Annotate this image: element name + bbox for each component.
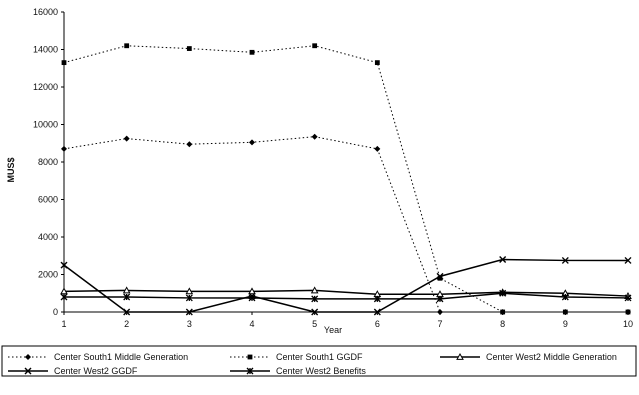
legend-item: Center West2 Benefits xyxy=(230,366,366,376)
x-tick-label: 6 xyxy=(375,319,380,329)
x-tick-label: 3 xyxy=(187,319,192,329)
x-tick-label: 5 xyxy=(312,319,317,329)
series-2 xyxy=(61,43,631,315)
legend-marker xyxy=(247,354,253,360)
y-tick-label: 10000 xyxy=(33,120,58,130)
data-point xyxy=(185,308,193,316)
data-point xyxy=(122,286,131,294)
data-point xyxy=(185,294,193,302)
legend-label: Center South1 GGDF xyxy=(276,352,363,362)
data-point xyxy=(312,43,318,49)
data-point xyxy=(436,272,444,280)
data-point xyxy=(499,256,507,263)
data-point xyxy=(437,309,443,315)
data-point xyxy=(249,49,255,55)
series-4 xyxy=(60,256,632,316)
data-point xyxy=(373,295,381,303)
y-tick-label: 16000 xyxy=(33,7,58,17)
x-tick-label: 7 xyxy=(437,319,442,329)
data-point xyxy=(499,289,507,297)
data-point xyxy=(123,135,130,142)
legend: Center South1 Middle Generation Center So… xyxy=(1,345,637,377)
data-point xyxy=(625,309,631,315)
data-point xyxy=(374,145,381,152)
data-point xyxy=(248,294,256,302)
legend-item: Center South1 GGDF xyxy=(230,352,363,362)
series-group xyxy=(60,43,632,316)
data-point xyxy=(186,141,193,148)
x-axis-label: Year xyxy=(324,325,342,335)
data-point xyxy=(60,293,68,301)
y-tick-label: 12000 xyxy=(33,82,58,92)
chart-axes xyxy=(61,11,629,315)
data-point xyxy=(60,287,68,295)
data-point xyxy=(61,145,67,152)
data-point xyxy=(311,308,319,316)
series-line xyxy=(63,289,629,297)
x-tick-label: 10 xyxy=(623,319,633,329)
legend-box xyxy=(1,345,637,377)
y-tick-label: 2000 xyxy=(38,270,58,280)
data-point xyxy=(310,286,319,294)
data-point xyxy=(248,287,256,295)
series-line xyxy=(63,136,628,313)
series-line xyxy=(63,258,628,313)
legend-item: Center West2 Middle Generation xyxy=(440,352,617,362)
data-point xyxy=(249,139,255,146)
series-line xyxy=(64,292,629,300)
legend-marker xyxy=(25,354,31,360)
data-point xyxy=(500,309,506,315)
data-point xyxy=(561,293,569,301)
x-tick-label: 1 xyxy=(61,319,66,329)
data-point xyxy=(624,294,632,302)
legend-item: Center West2 GGDF xyxy=(8,366,138,376)
data-point xyxy=(373,308,381,316)
series-5 xyxy=(60,289,632,303)
x-tick-label: 8 xyxy=(500,319,505,329)
y-tick-labels: 0 2000 4000 6000 8000 10000 12000 14000 16000 xyxy=(33,7,58,317)
legend-label: Center West2 Middle Generation xyxy=(486,352,617,362)
data-point xyxy=(186,46,192,51)
y-tick-label: 0 xyxy=(53,307,58,317)
data-point xyxy=(124,43,130,49)
x-tick-label: 4 xyxy=(249,319,254,329)
data-point xyxy=(123,293,131,301)
data-point xyxy=(374,60,380,66)
y-tick-label: 4000 xyxy=(38,232,58,242)
legend-marker xyxy=(24,367,32,375)
data-point xyxy=(185,287,194,295)
data-point xyxy=(311,133,318,140)
y-tick-label: 6000 xyxy=(38,195,58,205)
data-point xyxy=(61,60,67,66)
data-point xyxy=(436,295,444,303)
x-tick-label: 2 xyxy=(124,319,129,329)
legend-label: Center South1 Middle Generation xyxy=(54,352,188,362)
x-tick-label: 9 xyxy=(563,319,568,329)
y-axis-label: MUS$ xyxy=(6,157,16,182)
legend-label: Center West2 Benefits xyxy=(276,366,366,376)
y-tick-label: 14000 xyxy=(33,45,58,55)
legend-marker xyxy=(456,352,464,360)
data-point xyxy=(437,275,443,281)
data-point xyxy=(562,309,568,315)
legend-marker xyxy=(246,367,254,375)
legend-item: Center South1 Middle Generation xyxy=(8,352,188,362)
series-line xyxy=(63,45,628,313)
series-1 xyxy=(61,133,631,315)
legend-label: Center West2 GGDF xyxy=(54,366,138,376)
data-point xyxy=(624,256,632,264)
data-point xyxy=(311,295,319,303)
y-tick-label: 8000 xyxy=(38,157,58,167)
data-point xyxy=(561,256,569,264)
x-tick-labels: 1 2 3 4 5 6 7 8 9 10 xyxy=(61,319,633,329)
data-point xyxy=(123,308,131,316)
data-point xyxy=(60,261,68,269)
